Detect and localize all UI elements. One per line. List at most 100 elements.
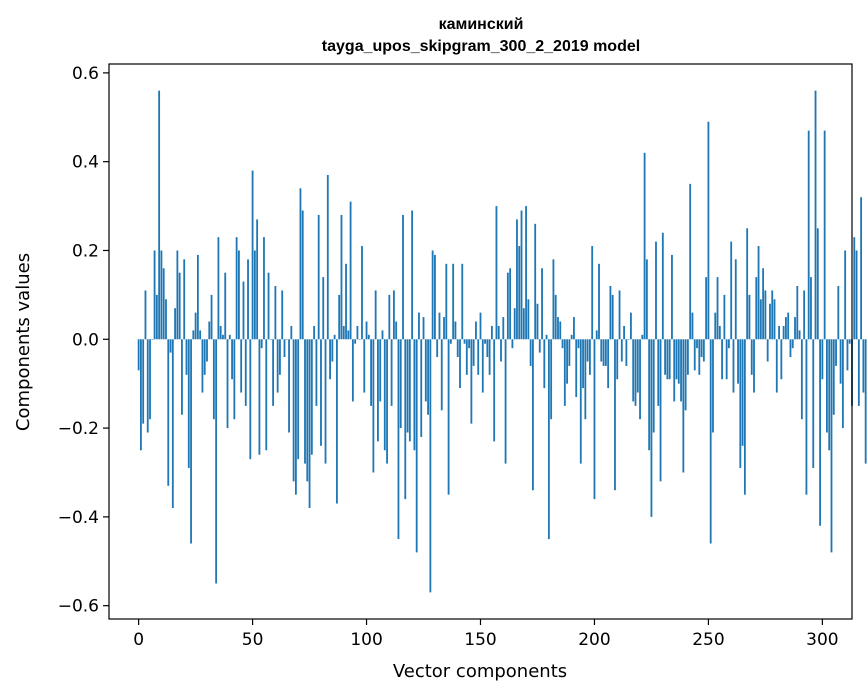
bar bbox=[194, 312, 197, 340]
bar bbox=[702, 339, 705, 362]
bar bbox=[231, 339, 233, 380]
plot-area-frame bbox=[108, 63, 853, 620]
bar bbox=[493, 339, 496, 442]
bar bbox=[253, 250, 256, 340]
bar bbox=[614, 339, 616, 491]
bar bbox=[436, 339, 439, 358]
bar bbox=[769, 303, 771, 340]
bar bbox=[370, 339, 373, 406]
bar bbox=[563, 339, 566, 406]
bar bbox=[604, 339, 607, 366]
bar bbox=[529, 339, 532, 366]
bar bbox=[855, 250, 858, 340]
bar bbox=[470, 339, 473, 424]
x-tick-label: 200 bbox=[578, 630, 610, 650]
bar bbox=[668, 339, 671, 380]
chart-title: каминский bbox=[439, 16, 524, 33]
bar bbox=[661, 232, 664, 340]
bar bbox=[598, 263, 600, 340]
bar bbox=[356, 325, 359, 340]
bar bbox=[579, 339, 582, 464]
bar bbox=[158, 90, 161, 340]
bar bbox=[484, 339, 486, 344]
bar bbox=[671, 254, 673, 340]
bars-group bbox=[137, 90, 867, 593]
bar bbox=[814, 90, 817, 340]
bar bbox=[477, 339, 480, 375]
x-tick-label: 0 bbox=[133, 630, 144, 650]
bar bbox=[479, 312, 482, 340]
bar bbox=[636, 339, 639, 393]
bar bbox=[201, 339, 204, 393]
bar bbox=[650, 339, 653, 517]
bar bbox=[552, 259, 555, 340]
bar bbox=[784, 317, 787, 340]
bar bbox=[593, 339, 596, 500]
bar bbox=[513, 308, 516, 340]
bar bbox=[547, 339, 550, 540]
bar bbox=[301, 210, 304, 340]
bar bbox=[165, 299, 167, 340]
bar bbox=[402, 214, 404, 340]
bar bbox=[582, 339, 584, 389]
bar bbox=[716, 277, 719, 340]
bar bbox=[256, 219, 259, 340]
bar bbox=[832, 339, 835, 415]
bar bbox=[568, 339, 571, 366]
bar bbox=[782, 325, 785, 340]
bar bbox=[294, 339, 297, 495]
bar bbox=[379, 339, 382, 402]
bar bbox=[739, 339, 742, 469]
bar bbox=[137, 339, 140, 371]
bar bbox=[361, 246, 363, 340]
bar bbox=[759, 299, 762, 340]
bar bbox=[488, 339, 491, 375]
bar bbox=[349, 201, 352, 340]
bar bbox=[281, 290, 284, 340]
bar bbox=[210, 294, 213, 340]
bar bbox=[388, 294, 391, 340]
bar bbox=[406, 339, 409, 433]
bar bbox=[862, 339, 865, 393]
bar bbox=[504, 339, 507, 464]
bar bbox=[816, 228, 819, 340]
bar bbox=[212, 339, 215, 420]
bar bbox=[857, 339, 860, 406]
bar bbox=[322, 277, 325, 340]
bar bbox=[404, 339, 407, 500]
bar bbox=[864, 339, 867, 464]
bar bbox=[340, 214, 343, 340]
bar bbox=[215, 339, 218, 584]
bar bbox=[372, 339, 375, 473]
bar bbox=[709, 339, 712, 544]
bar bbox=[290, 325, 293, 340]
bar bbox=[586, 339, 589, 362]
bar bbox=[675, 339, 678, 380]
bar bbox=[696, 339, 698, 349]
bar bbox=[609, 286, 612, 340]
chart-subtitle: tayga_upos_skipgram_300_2_2019 model bbox=[322, 38, 640, 55]
bar bbox=[338, 294, 341, 340]
bar bbox=[573, 317, 575, 340]
bar bbox=[447, 339, 450, 495]
bar bbox=[821, 339, 824, 380]
bar bbox=[641, 334, 644, 340]
bar bbox=[142, 339, 145, 424]
bar bbox=[363, 339, 366, 393]
bar bbox=[162, 268, 165, 340]
bar bbox=[532, 339, 534, 491]
bar bbox=[336, 339, 338, 504]
bar bbox=[249, 339, 252, 460]
bar bbox=[630, 312, 632, 340]
bar bbox=[648, 339, 651, 451]
bar bbox=[190, 339, 192, 544]
y-axis-label: Components values bbox=[13, 253, 34, 431]
bar bbox=[465, 339, 468, 375]
bar bbox=[698, 339, 701, 375]
bar bbox=[623, 325, 625, 340]
bar bbox=[828, 339, 831, 451]
bar bbox=[324, 339, 327, 464]
bar bbox=[331, 339, 334, 362]
bar bbox=[595, 330, 598, 340]
